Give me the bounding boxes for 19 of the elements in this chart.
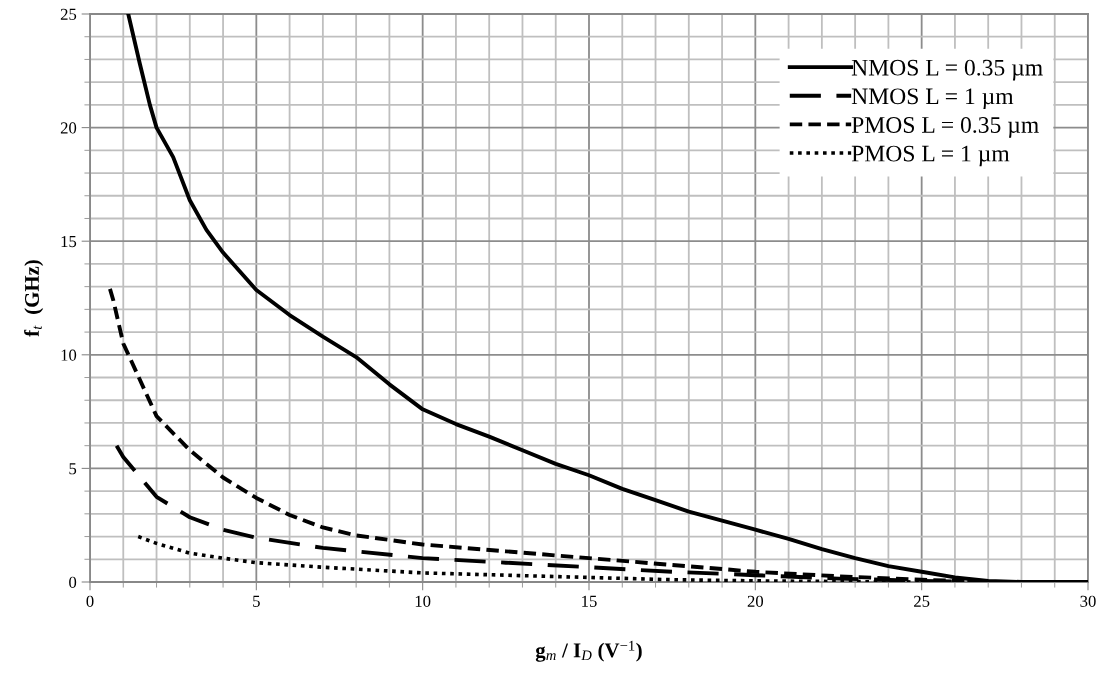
legend-label: PMOS L = 0.35 µm: [851, 116, 1039, 138]
x-tick-label: 5: [253, 595, 260, 607]
y-tick-label: 15: [61, 235, 77, 248]
x-tick-label: 0: [86, 595, 94, 607]
y-tick-label: 25: [60, 8, 77, 20]
y-tick-label: 0: [69, 576, 77, 588]
y-axis-title: f$_{t}$ (GHz): [24, 260, 44, 337]
x-tick-label: 25: [914, 595, 930, 607]
legend-label: PMOS L = 1 µm: [851, 145, 1010, 167]
legend-label: NMOS L = 1 µm: [851, 88, 1014, 110]
x-tick-label: 15: [582, 595, 597, 607]
x-tick-label: 10: [415, 595, 431, 607]
y-tick-label: 10: [61, 349, 77, 361]
x-tick-label: 20: [747, 595, 764, 607]
x-axis-title: g$_{m}$ / I$_{D}$ (V$^{−1}$): [535, 640, 642, 662]
x-tick-label: 30: [1080, 595, 1096, 607]
legend-label: NMOS L = 0.35 µm: [851, 59, 1043, 81]
y-tick-label: 5: [69, 463, 77, 475]
y-tick-label: 20: [60, 122, 77, 134]
